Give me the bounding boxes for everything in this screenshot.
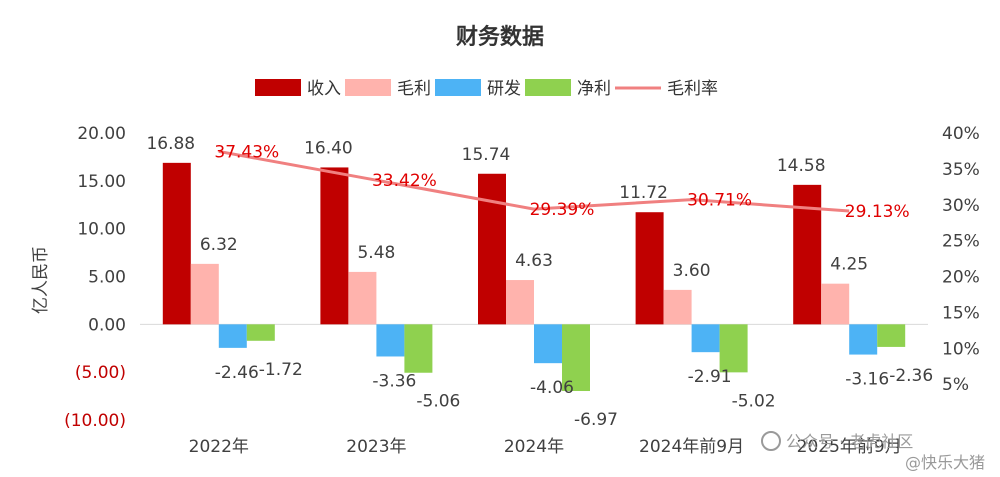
bars — [162, 162, 906, 392]
left-tick-label: 0.00 — [88, 315, 126, 335]
data-label: 14.58 — [777, 156, 826, 176]
data-label: -1.72 — [259, 360, 303, 380]
data-label: 16.40 — [304, 138, 353, 158]
category-label: 2024年前9月 — [639, 437, 744, 457]
right-tick-label: 5% — [942, 375, 969, 395]
watermark-channel: 公众号 · 老虎社区 — [786, 432, 913, 451]
bar-4 — [562, 324, 590, 392]
left-tick-label: (5.00) — [75, 363, 126, 383]
bar-3 — [691, 324, 720, 353]
left-y-axis: 20.00 15.00 10.00 5.00 0.00 (5.00) (10.00) — [64, 124, 126, 431]
data-label: -3.16 — [845, 370, 889, 390]
gross-margin-label: 37.43% — [214, 142, 279, 162]
left-tick-label: (10.00) — [64, 411, 126, 431]
legend-label: 毛利率 — [667, 79, 718, 99]
gross-margin-label: 33.42% — [372, 171, 437, 191]
bar-1 — [478, 173, 506, 325]
data-label: 15.74 — [462, 145, 511, 165]
right-tick-label: 20% — [942, 268, 980, 288]
bar-4 — [404, 324, 433, 373]
bar-1 — [162, 162, 191, 325]
category-label: 2022年 — [189, 437, 249, 457]
bar-2 — [821, 283, 850, 325]
legend-swatch-3 — [525, 79, 571, 96]
right-y-axis: 40% 35% 30% 25% 20% 15% 10% 5% — [942, 124, 980, 395]
data-label: -5.06 — [416, 392, 460, 412]
bar-4 — [719, 324, 748, 373]
bar-3 — [534, 324, 562, 364]
data-label: -3.36 — [372, 371, 416, 391]
legend: 收入 毛利 研发 净利 毛利率 — [255, 79, 718, 99]
bar-3 — [849, 324, 878, 355]
bar-3 — [218, 324, 247, 348]
data-label: -2.91 — [688, 367, 732, 387]
legend-label: 研发 — [487, 79, 521, 99]
data-label: 16.88 — [146, 134, 195, 154]
data-label: 3.60 — [673, 261, 711, 281]
data-label: 4.63 — [515, 251, 553, 271]
category-labels: 2022年 2023年 2024年 2024年前9月 2025年前9月 — [189, 437, 902, 457]
gross-margin-label: 29.13% — [845, 202, 910, 222]
category-label: 2024年 — [504, 437, 564, 457]
bar-1 — [320, 167, 349, 325]
bar-4 — [877, 324, 906, 347]
left-tick-label: 15.00 — [77, 172, 126, 192]
y-axis-title: 亿人民币 — [31, 246, 51, 314]
right-tick-label: 30% — [942, 196, 980, 216]
right-tick-label: 10% — [942, 339, 980, 359]
legend-swatch-2 — [435, 79, 481, 96]
bar-4 — [246, 324, 275, 341]
gross-margin-polyline — [218, 149, 850, 213]
right-tick-label: 40% — [942, 124, 980, 144]
right-tick-label: 25% — [942, 232, 980, 252]
watermark: 公众号 · 老虎社区 @快乐大猪 — [761, 431, 985, 472]
wechat-icon — [761, 431, 781, 451]
gross-margin-line: 37.43% 33.42% 29.39% 30.71% 29.13% — [214, 142, 909, 222]
data-label: -5.02 — [732, 391, 776, 411]
watermark-author: @快乐大猪 — [905, 453, 985, 472]
data-label: -2.36 — [889, 366, 933, 386]
legend-swatch-1 — [345, 79, 391, 96]
chart-title: 财务数据 — [456, 24, 544, 50]
data-label: -6.97 — [574, 410, 618, 430]
left-tick-label: 5.00 — [88, 268, 126, 288]
data-label: -2.46 — [215, 363, 259, 383]
category-label: 2025年前9月 — [797, 437, 902, 457]
legend-swatch-0 — [255, 79, 301, 96]
left-tick-label: 20.00 — [77, 124, 126, 144]
legend-label: 毛利 — [397, 79, 431, 99]
bar-2 — [506, 280, 534, 325]
data-label: 11.72 — [619, 183, 668, 203]
data-label: 6.32 — [200, 235, 238, 255]
bar-2 — [190, 263, 219, 325]
left-tick-label: 10.00 — [77, 220, 126, 240]
category-label: 2023年 — [346, 437, 406, 457]
legend-label: 收入 — [307, 79, 341, 99]
data-label: 5.48 — [357, 243, 395, 263]
right-tick-label: 35% — [942, 160, 980, 180]
right-tick-label: 15% — [942, 303, 980, 323]
gross-margin-label: 29.39% — [530, 200, 595, 220]
bar-labels: 16.88 6.32 -2.46 -1.72 16.40 5.48 -3.36-5.06 15… — [146, 134, 933, 430]
bar-1 — [635, 212, 664, 325]
gross-margin-label: 30.71% — [687, 191, 752, 211]
bar-2 — [348, 271, 377, 325]
data-label: 4.25 — [830, 255, 868, 275]
bar-3 — [376, 324, 405, 357]
bar-2 — [663, 289, 692, 325]
legend-label: 净利 — [577, 79, 611, 99]
data-label: -4.06 — [530, 378, 574, 398]
